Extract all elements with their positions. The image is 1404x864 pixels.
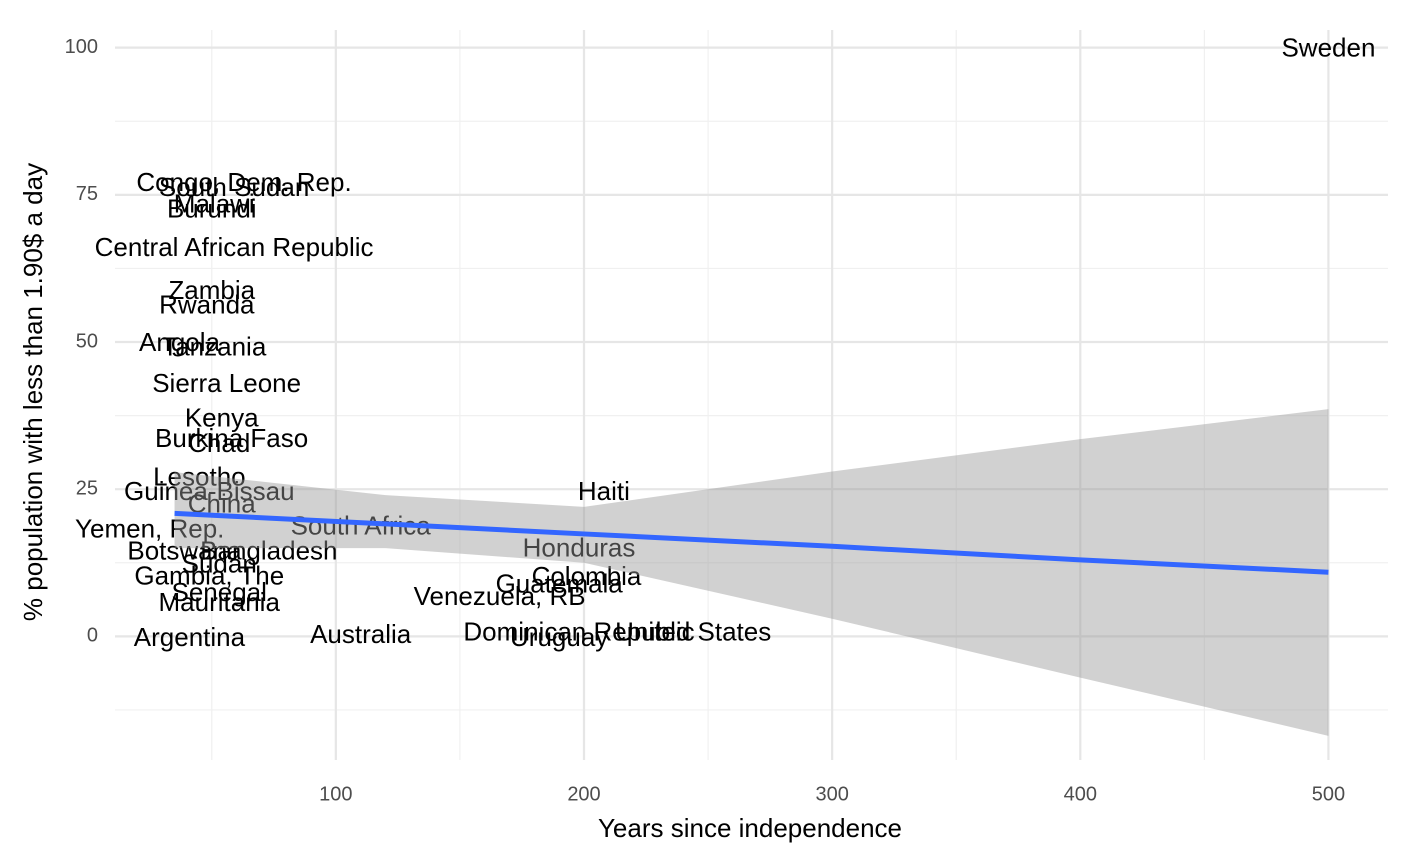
y-axis-title: % population with less than 1.90$ a day — [18, 163, 48, 621]
point-label: Colombia — [532, 561, 642, 591]
point-label: Congo, Dem. Rep. — [136, 167, 351, 197]
x-tick-label: 200 — [567, 783, 600, 805]
point-label: Mauritania — [159, 587, 281, 617]
x-axis-title: Years since independence — [598, 813, 902, 843]
fit-line — [174, 510, 1329, 575]
y-tick-label: 75 — [76, 183, 98, 205]
point-label: Argentina — [134, 622, 246, 652]
point-label: Kenya — [185, 403, 259, 433]
y-tick-label: 25 — [76, 477, 98, 499]
point-label: Botswana — [127, 536, 242, 566]
point-label: Lesotho — [153, 461, 246, 491]
x-tick-label: 100 — [319, 783, 352, 805]
point-label: Zambia — [168, 275, 255, 305]
point-label: United States — [615, 616, 771, 646]
point-label: Haiti — [578, 476, 630, 506]
point-label: Sierra Leone — [152, 368, 301, 398]
confidence-band — [174, 409, 1329, 736]
x-tick-label: 300 — [815, 783, 848, 805]
point-label: Guinea-Bissau — [124, 476, 295, 506]
y-tick-label: 0 — [87, 625, 98, 647]
point-label: Burundi — [167, 194, 257, 224]
point-label: Angola — [139, 327, 220, 357]
point-label: Uruguay — [510, 622, 608, 652]
point-label: Central African Republic — [95, 232, 374, 262]
point-label: Sudan — [182, 549, 257, 579]
point-label: Yemen, Rep. — [75, 513, 224, 543]
point-label: Burkina Faso — [155, 423, 308, 453]
x-tick-label: 400 — [1064, 783, 1097, 805]
y-tick-label: 100 — [65, 36, 98, 58]
x-tick-label: 500 — [1312, 783, 1345, 805]
point-label: Rwanda — [159, 290, 255, 320]
point-label: South Sudan — [159, 172, 309, 202]
point-label: Venezuela, RB — [414, 581, 586, 611]
point-label: Sweden — [1281, 32, 1375, 62]
point-label: Dominican Republic — [463, 616, 694, 646]
point-label: Australia — [310, 619, 412, 649]
point-label: Tanzania — [162, 331, 267, 361]
point-label: Guatemala — [496, 569, 624, 599]
point-label: Malawi — [174, 188, 255, 218]
point-label: Bangladesh — [200, 536, 337, 566]
point-label: Chad — [188, 428, 250, 458]
point-label: Gambia, The — [134, 560, 284, 590]
y-tick-label: 50 — [76, 330, 98, 352]
point-label: Senegal — [172, 577, 267, 607]
